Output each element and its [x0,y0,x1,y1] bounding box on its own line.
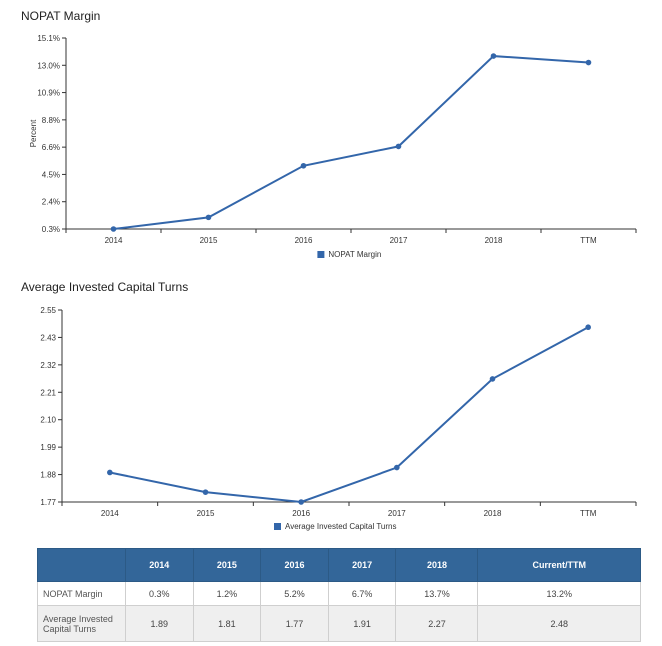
legend-label: NOPAT Margin [328,250,381,259]
x-tick-label: 2014 [101,509,119,518]
x-tick-label: 2016 [292,509,310,518]
y-tick-label: 6.6% [42,143,60,152]
data-point [300,162,307,169]
data-point [298,499,304,505]
y-tick-label: 2.4% [42,198,60,207]
table-cell: 1.91 [327,605,397,642]
data-point [107,469,113,476]
table-header-cell: 2015 [192,548,262,582]
chart-title-turns: Average Invested Capital Turns [21,280,189,294]
y-tick-label: 4.5% [42,170,60,179]
data-table: 2014 2015 2016 2017 2018 Current/TTM NOP… [37,548,641,642]
y-tick-label: 13.0% [37,61,60,70]
x-tick-label: 2017 [388,509,406,518]
series-line [113,55,589,230]
table-cell: 5.2% [260,581,329,606]
table-cell: 2.48 [477,605,641,642]
data-point [585,59,592,66]
capital-turns-chart: 1.77 1.88 1.99 2.10 2.21 2.32 2.43 2.55 2014 2015… [40,306,637,531]
legend-label: Average Invested Capital Turns [285,522,396,531]
table-header-cell: 2017 [327,548,397,582]
table-cell: 2.27 [395,605,479,642]
y-tick-label: 2.43 [40,333,56,342]
legend-swatch [317,251,325,258]
y-tick-label: 1.99 [40,443,56,452]
x-tick-label: 2016 [295,236,313,245]
row-label: NOPAT Margin [37,581,126,606]
y-tick-label: 2.10 [40,416,56,425]
y-axis-label: Percent [29,119,38,147]
table-cell: 1.77 [260,605,329,642]
table-cell: 1.81 [192,605,262,642]
x-tick-label: 2014 [105,236,123,245]
data-point [395,143,402,150]
x-tick-label: 2017 [390,236,408,245]
data-point [490,53,497,59]
table-header-cell: Current/TTM [477,548,641,582]
data-point [585,324,591,331]
x-tick-label: TTM [580,236,597,245]
data-point [394,464,400,471]
x-tick-label: 2018 [484,509,502,518]
x-tick-label: 2015 [200,236,218,245]
data-point [205,214,212,221]
y-tick-label: 8.8% [42,116,60,125]
y-tick-label: 2.32 [40,361,56,370]
table-cell: 1.2% [192,581,262,606]
table-cell: 6.7% [327,581,397,606]
table-cell: 1.89 [125,605,194,642]
y-tick-label: 2.55 [40,306,56,315]
chart-title-nopat: NOPAT Margin [21,9,101,23]
x-tick-label: 2015 [197,509,215,518]
x-tick-label: TTM [580,509,597,518]
table-cell: 0.3% [125,581,194,606]
y-tick-label: 0.3% [42,225,60,234]
y-tick-label: 2.21 [40,388,56,397]
data-point [202,489,209,495]
y-tick-label: 10.9% [37,89,60,98]
table-header-cell [37,548,126,582]
table-header-cell: 2016 [260,548,329,582]
series-line [109,326,589,504]
nopat-margin-chart: 0.3% 2.4% 4.5% 6.6% 8.8% 10.9% 13.0% 15.1% 2014 2… [29,34,637,259]
x-tick-label: 2018 [485,236,503,245]
y-tick-label: 1.77 [40,498,56,507]
table-header-row: 2014 2015 2016 2017 2018 Current/TTM [37,548,641,582]
row-label: Average Invested Capital Turns [37,605,126,642]
table-cell: 13.2% [477,581,641,606]
data-point [489,376,496,382]
y-tick-label: 1.88 [40,471,56,480]
table-header-cell: 2018 [395,548,479,582]
table-header-cell: 2014 [125,548,194,582]
table-row: NOPAT Margin 0.3% 1.2% 5.2% 6.7% 13.7% 1… [37,581,641,606]
data-point [110,226,117,232]
table-row: Average Invested Capital Turns 1.89 1.81… [37,605,641,642]
table-cell: 13.7% [395,581,479,606]
y-tick-label: 15.1% [37,34,60,43]
legend-swatch [274,523,281,530]
